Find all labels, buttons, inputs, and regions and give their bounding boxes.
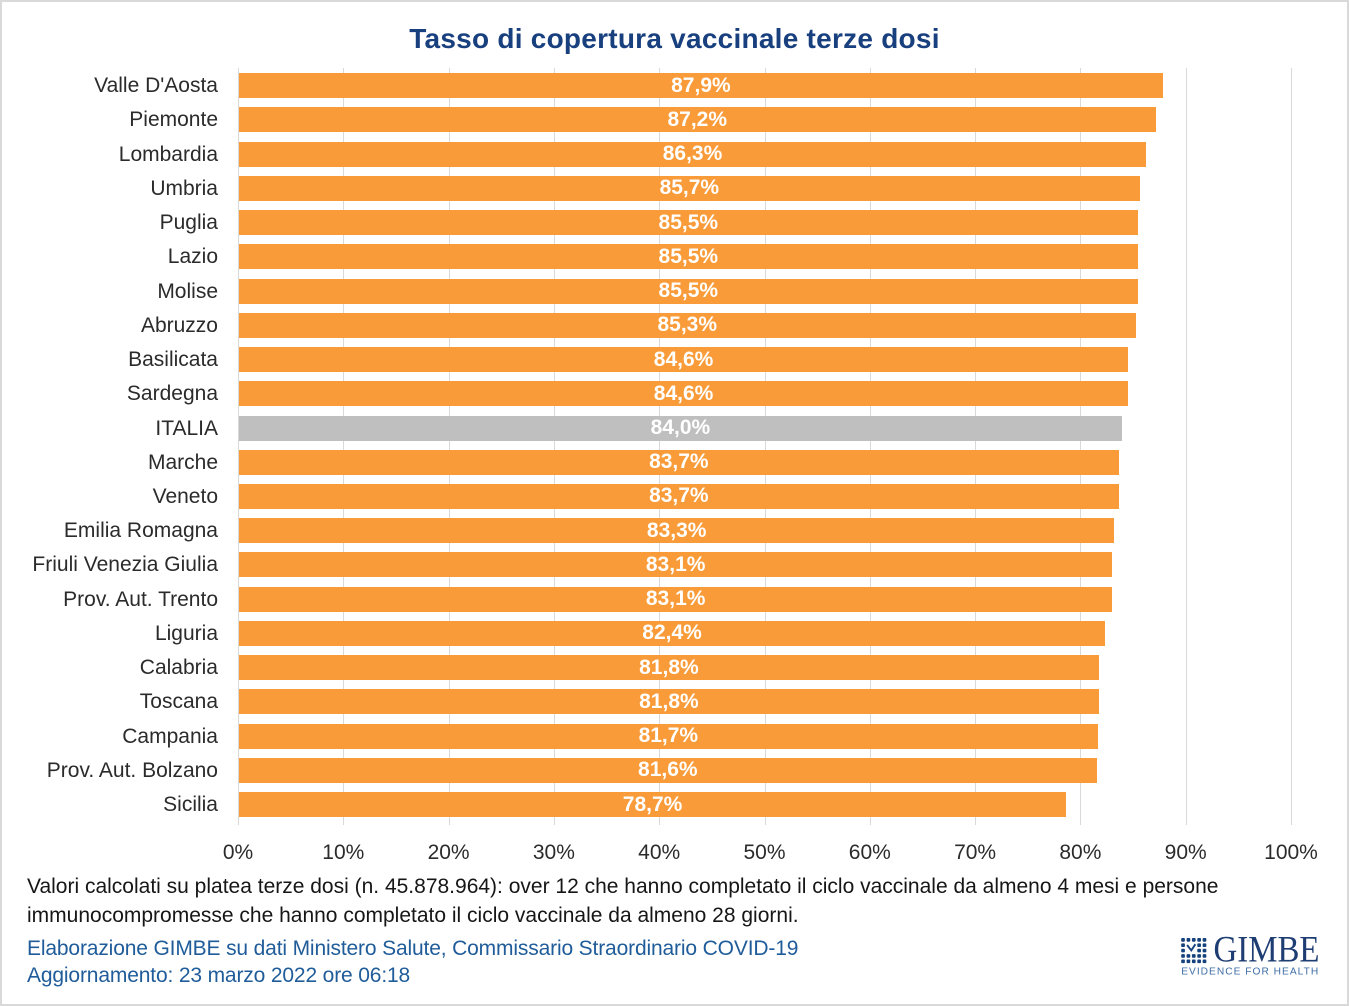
- svg-text:EVIDENCE FOR HEALTH: EVIDENCE FOR HEALTH: [1181, 966, 1318, 977]
- svg-text:GIMBE: GIMBE: [1214, 933, 1320, 971]
